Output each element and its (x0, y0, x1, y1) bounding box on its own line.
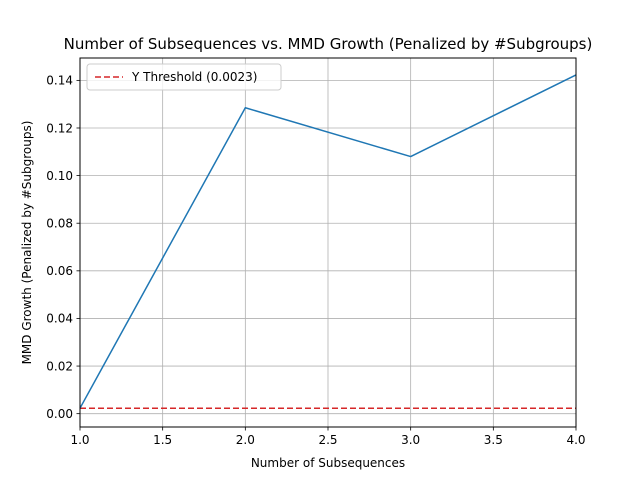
chart-title: Number of Subsequences vs. MMD Growth (P… (64, 35, 593, 53)
series-line (79, 74, 577, 409)
x-tick-label: 4.0 (566, 433, 585, 447)
y-axis-label: MMD Growth (Penalized by #Subgroups) (20, 121, 34, 365)
legend: Y Threshold (0.0023) (86, 63, 282, 91)
legend-threshold-label: Y Threshold (0.0023) (131, 70, 257, 84)
x-tick-label: 3.0 (401, 433, 420, 447)
y-tick-label: 0.00 (46, 407, 73, 421)
y-tick-label: 0.02 (46, 359, 73, 373)
x-tick-label: 1.5 (153, 433, 172, 447)
y-tick-label: 0.04 (46, 312, 73, 326)
x-tick-label: 2.5 (318, 433, 337, 447)
x-axis-label: Number of Subsequences (251, 456, 405, 470)
y-tick-label: 0.10 (46, 169, 73, 183)
x-tick-label: 3.5 (484, 433, 503, 447)
series-layer (79, 74, 577, 409)
y-axis-ticks: 0.00 0.02 0.04 0.06 0.08 0.10 0.12 0.14 (46, 74, 80, 421)
x-tick-label: 1.0 (70, 433, 89, 447)
y-tick-label: 0.06 (46, 264, 73, 278)
y-tick-label: 0.08 (46, 217, 73, 231)
x-tick-label: 2.0 (236, 433, 255, 447)
y-tick-label: 0.12 (46, 121, 73, 135)
grid (79, 58, 577, 427)
legend-box (86, 63, 282, 91)
y-tick-label: 0.14 (46, 74, 73, 88)
x-axis-ticks: 1.0 1.5 2.0 2.5 3.0 3.5 4.0 (70, 427, 586, 447)
